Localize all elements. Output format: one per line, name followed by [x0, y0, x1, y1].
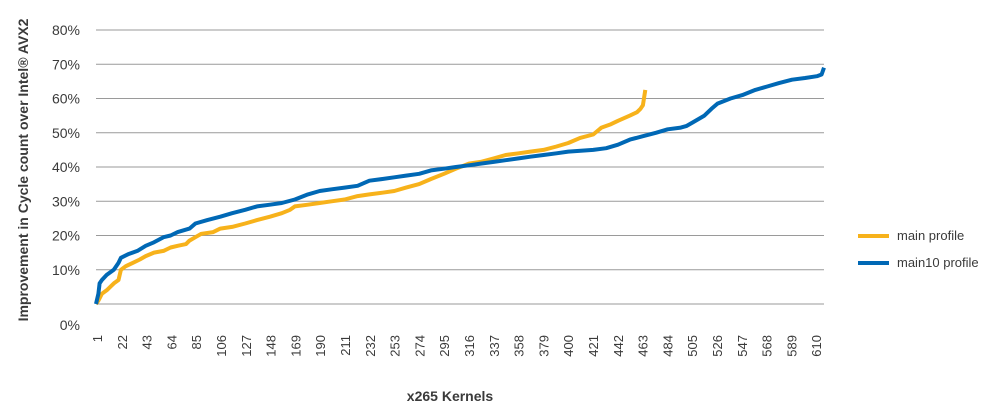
- x-tick-label: 211: [338, 335, 353, 356]
- series-line-main10-profile: [94, 67, 826, 305]
- series-line-main-profile: [94, 89, 648, 306]
- x-tick-label: 85: [189, 335, 204, 349]
- y-tick-label: 20%: [52, 228, 80, 244]
- x-tick-label: 190: [313, 335, 328, 357]
- x-tick-label: 64: [164, 335, 179, 349]
- x-tick-label: 547: [735, 335, 750, 357]
- x-tick-label: 253: [388, 335, 403, 357]
- x-tick-label: 22: [115, 335, 130, 349]
- x-tick-label: 1: [90, 335, 105, 342]
- x-tick-label: 106: [214, 335, 229, 357]
- x-tick-label: 316: [462, 335, 477, 357]
- y-tick-label: 40%: [52, 159, 80, 175]
- x-axis-ticks: 1 22 43 64 85 106 127 148 169 190 211 232 253 274 295 3…: [90, 335, 824, 357]
- x-tick-label: 463: [636, 335, 651, 357]
- legend: main profile main10 profile: [858, 228, 979, 270]
- x-tick-label: 421: [586, 335, 601, 357]
- x-tick-label: 127: [239, 335, 254, 357]
- x-axis-title: x265 Kernels: [407, 388, 494, 404]
- y-tick-label: 0%: [60, 317, 80, 333]
- x-tick-label: 484: [660, 335, 675, 357]
- y-tick-label: 60%: [52, 91, 80, 107]
- y-tick-label: 50%: [52, 125, 80, 141]
- x-tick-label: 232: [363, 335, 378, 357]
- x-tick-label: 505: [685, 335, 700, 357]
- x-tick-label: 610: [809, 335, 824, 357]
- x-tick-label: 358: [512, 335, 527, 357]
- series-lines: [94, 67, 826, 306]
- x-tick-label: 568: [760, 335, 775, 357]
- x-tick-label: 526: [710, 335, 725, 357]
- y-axis-title: Improvement in Cycle count over Intel® A…: [15, 18, 31, 321]
- x-tick-label: 400: [561, 335, 576, 357]
- y-tick-label: 70%: [52, 56, 80, 72]
- x-tick-label: 295: [437, 335, 452, 357]
- x-tick-label: 43: [140, 335, 155, 349]
- x-tick-label: 442: [611, 335, 626, 357]
- legend-label: main profile: [897, 228, 964, 243]
- y-tick-label: 30%: [52, 193, 80, 209]
- x-tick-label: 337: [487, 335, 502, 357]
- x-tick-label: 169: [288, 335, 303, 357]
- x-tick-label: 379: [536, 335, 551, 357]
- y-tick-label: 80%: [52, 22, 80, 38]
- y-axis-ticks: 0% 10% 20% 30% 40% 50% 60% 70% 80%: [52, 22, 80, 333]
- x-tick-label: 274: [412, 335, 427, 357]
- x-tick-label: 148: [264, 335, 279, 357]
- legend-label: main10 profile: [897, 255, 979, 270]
- x-tick-label: 589: [784, 335, 799, 357]
- y-tick-label: 10%: [52, 262, 80, 278]
